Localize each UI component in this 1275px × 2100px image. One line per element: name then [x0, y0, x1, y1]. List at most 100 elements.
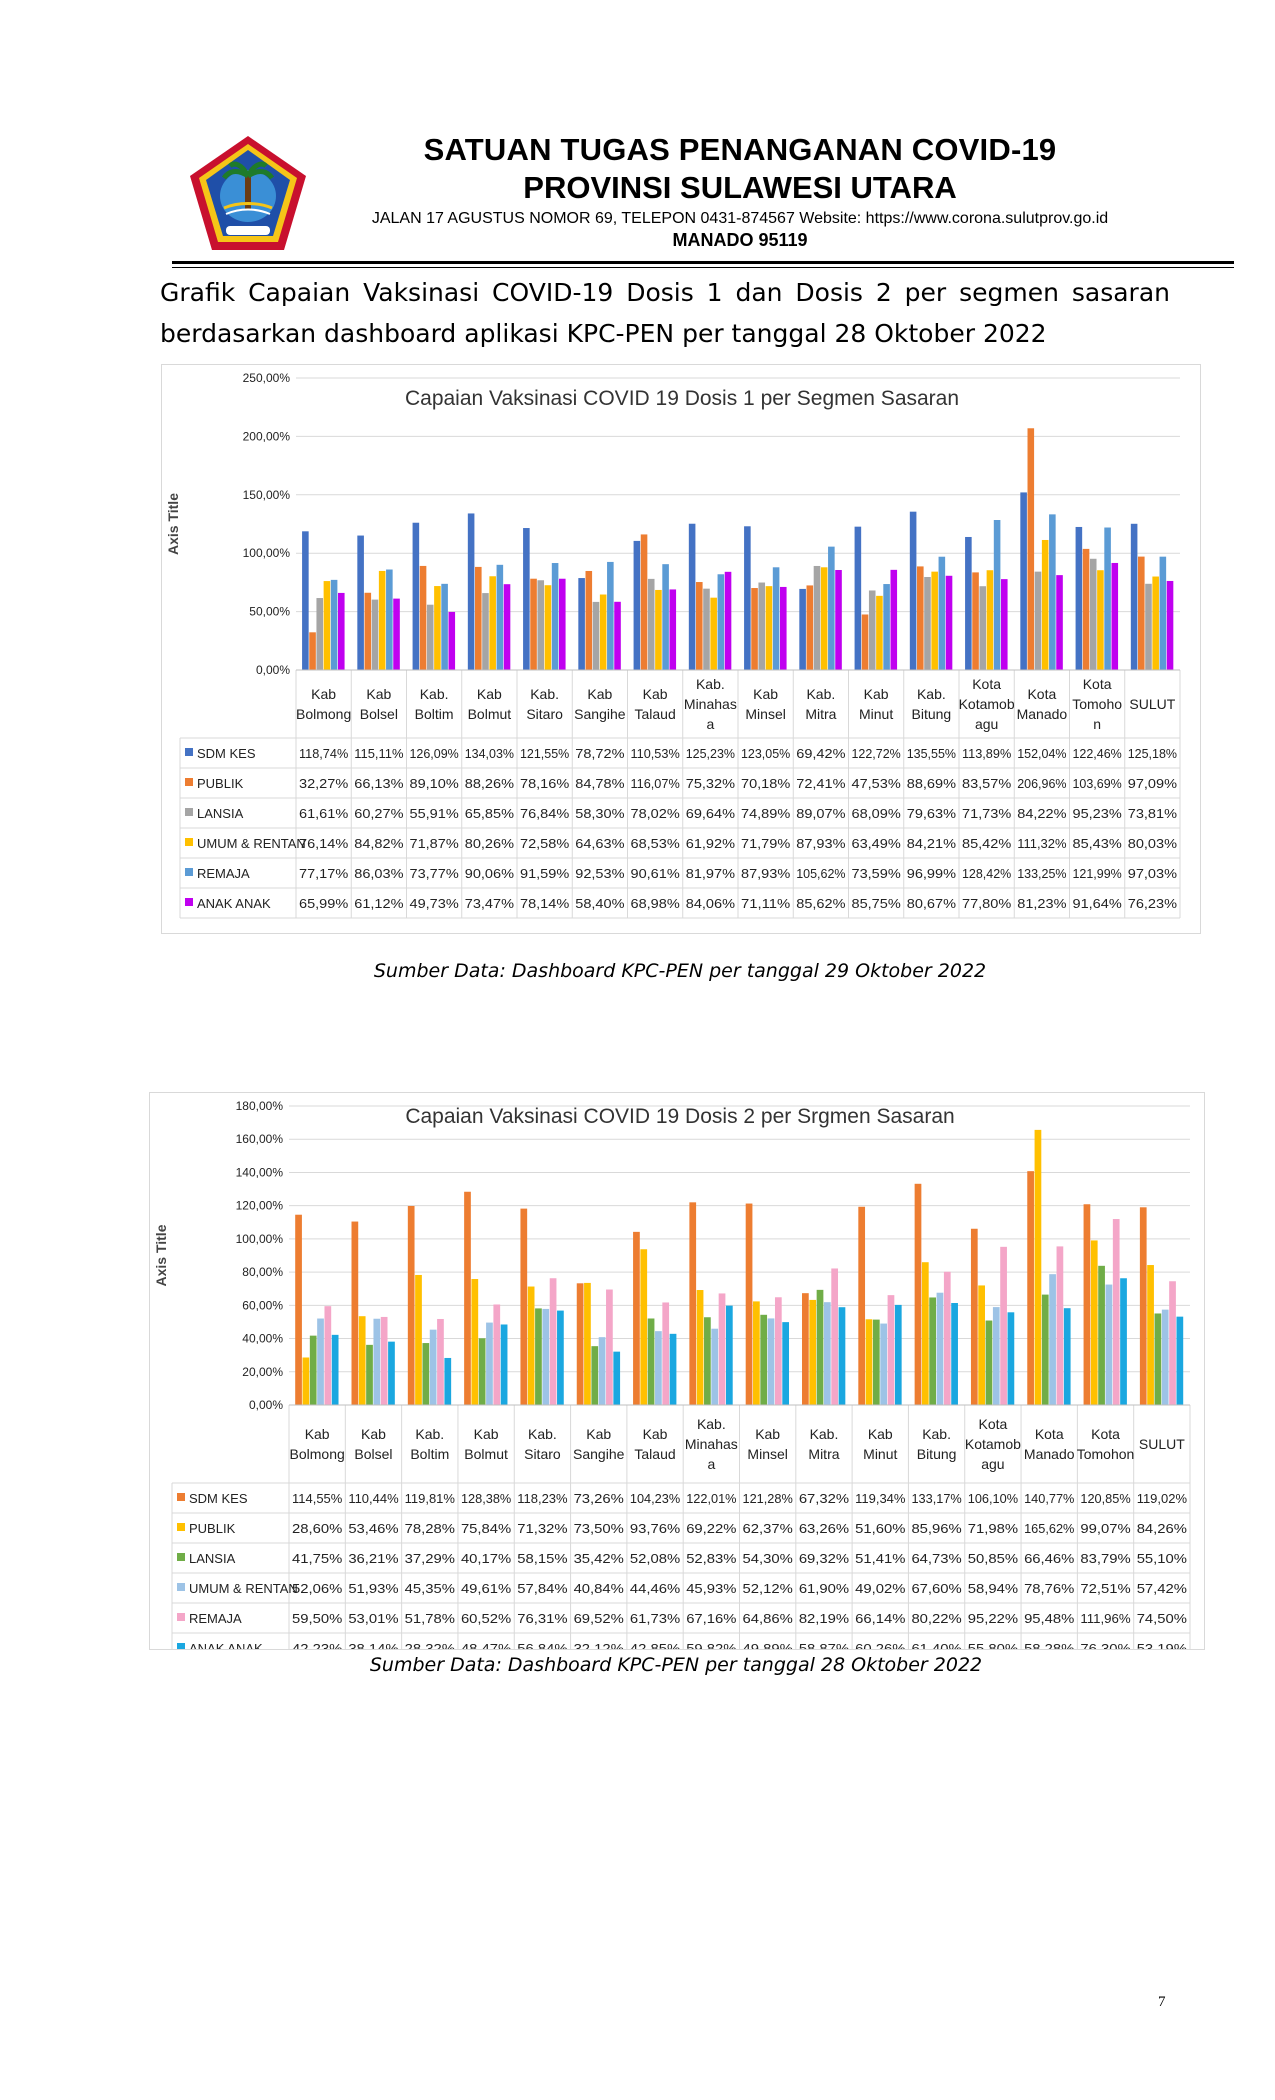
- bar-umum-rentan-9: [820, 567, 828, 670]
- category-label: Minut: [859, 706, 893, 722]
- data-label: 49,73%: [410, 896, 460, 911]
- category-label: Kotamob: [959, 696, 1015, 712]
- category-label: Kab.: [420, 686, 449, 702]
- bar-lansia-0: [316, 598, 324, 670]
- bar-lansia-2: [426, 604, 434, 670]
- legend-key: [185, 748, 193, 756]
- org-city: MANADO 95119: [672, 230, 808, 250]
- bar-remaja-12: [1000, 1246, 1007, 1405]
- bar-lansia-4: [535, 1308, 542, 1405]
- category-label: SULUT: [1139, 1436, 1185, 1452]
- data-label: 78,02%: [631, 806, 681, 821]
- bar-publik-15: [1138, 556, 1145, 670]
- data-label: 122,01%: [686, 1491, 737, 1506]
- category-label: Kab.: [415, 1426, 444, 1442]
- bar-publik-10: [865, 1319, 873, 1405]
- bar-anak-anak-15: [1166, 580, 1174, 670]
- bar-remaja-13: [1049, 514, 1056, 670]
- bar-anak-anak-15: [1176, 1316, 1184, 1405]
- chart-title: Capaian Vaksinasi COVID 19 Dosis 1 per S…: [405, 387, 959, 410]
- data-label: 69,42%: [796, 746, 846, 761]
- data-label: 91,64%: [1073, 896, 1123, 911]
- bar-publik-3: [471, 1279, 479, 1405]
- bar-umum-rentan-15: [1152, 576, 1159, 670]
- bar-anak-anak-8: [779, 586, 787, 670]
- bar-umum-rentan-13: [1049, 1274, 1056, 1405]
- y-tick-label: 20,00%: [242, 1365, 283, 1379]
- legend-label: SDM KES: [189, 1491, 248, 1506]
- bar-remaja-9: [828, 546, 835, 670]
- data-label: 114,55%: [292, 1491, 343, 1506]
- data-label: 57,84%: [517, 1581, 568, 1596]
- bar-lansia-11: [924, 576, 931, 670]
- category-label: Sangihe: [574, 706, 626, 722]
- bar-umum-rentan-9: [823, 1302, 831, 1405]
- bar-publik-14: [1082, 548, 1090, 670]
- data-label: 59,50%: [292, 1611, 343, 1626]
- data-label: 28,60%: [292, 1521, 343, 1536]
- y-tick-label: 140,00%: [236, 1165, 284, 1179]
- bar-publik-1: [364, 592, 372, 670]
- data-label: 48,47%: [461, 1641, 512, 1649]
- legend-label: ANAK ANAK: [189, 1641, 263, 1649]
- data-label: 55,80%: [968, 1641, 1019, 1649]
- bar-anak-anak-14: [1111, 562, 1119, 670]
- bar-umum-rentan-3: [486, 1322, 493, 1405]
- bar-lansia-12: [979, 586, 987, 670]
- data-label: 74,50%: [1137, 1611, 1188, 1626]
- data-label: 64,73%: [911, 1551, 962, 1566]
- data-label: 41,75%: [292, 1551, 343, 1566]
- bar-anak-anak-11: [945, 575, 953, 670]
- bar-umum-rentan-12: [992, 1307, 1000, 1405]
- data-label: 89,07%: [796, 806, 846, 821]
- data-label: 84,82%: [354, 836, 404, 851]
- bar-lansia-9: [813, 565, 821, 670]
- data-label: 62,37%: [743, 1521, 794, 1536]
- bar-remaja-11: [938, 556, 946, 670]
- data-label: 42,23%: [292, 1641, 343, 1649]
- bar-remaja-10: [883, 584, 890, 670]
- data-label: 32,12%: [574, 1641, 625, 1649]
- data-label: 42,85%: [630, 1641, 681, 1649]
- data-label: 165,62%: [1024, 1521, 1075, 1536]
- chart-dosis-1-source: Sumber Data: Dashboard KPC-PEN per tangg…: [373, 960, 987, 982]
- bar-publik-13: [1034, 1129, 1042, 1405]
- data-label: 90,06%: [465, 866, 515, 881]
- category-label: Kab: [753, 686, 778, 702]
- bar-sdm-kes-15: [1139, 1207, 1147, 1405]
- category-label: Minahas: [685, 1436, 738, 1452]
- category-label: Kab.: [530, 686, 559, 702]
- data-label: 69,32%: [799, 1551, 850, 1566]
- data-label: 79,63%: [907, 806, 957, 821]
- data-label: 73,59%: [852, 866, 902, 881]
- bar-remaja-4: [549, 1278, 557, 1405]
- bar-anak-anak-10: [894, 1304, 902, 1405]
- data-label: 84,26%: [1137, 1521, 1188, 1536]
- y-tick-label: 100,00%: [236, 1232, 284, 1246]
- data-label: 133,17%: [911, 1491, 962, 1506]
- bar-publik-6: [640, 534, 648, 670]
- data-label: 126,09%: [410, 746, 460, 761]
- bar-lansia-9: [816, 1289, 824, 1405]
- org-name-line2: PROVINSI SULAWESI UTARA: [523, 170, 957, 205]
- data-label: 125,23%: [686, 746, 736, 761]
- category-label: Kab.: [806, 686, 835, 702]
- category-label: Kab: [755, 1426, 780, 1442]
- bar-umum-rentan-7: [711, 1328, 719, 1405]
- y-tick-label: 160,00%: [236, 1132, 284, 1146]
- bar-anak-anak-0: [331, 1334, 339, 1405]
- data-label: 58,28%: [1024, 1641, 1075, 1649]
- legend-key: [177, 1643, 185, 1649]
- bar-publik-0: [309, 632, 316, 670]
- bar-umum-rentan-14: [1097, 570, 1104, 670]
- data-label: 68,98%: [631, 896, 681, 911]
- bar-umum-rentan-0: [323, 581, 331, 670]
- data-label: 99,07%: [1080, 1521, 1131, 1536]
- bar-anak-anak-1: [388, 1341, 395, 1405]
- data-label: 85,96%: [911, 1521, 962, 1536]
- category-label: Kab.: [697, 1416, 726, 1432]
- data-label: 113,89%: [962, 746, 1012, 761]
- data-label: 51,41%: [855, 1551, 906, 1566]
- category-label: Tomoho: [1072, 696, 1122, 712]
- bar-sdm-kes-8: [745, 1203, 753, 1405]
